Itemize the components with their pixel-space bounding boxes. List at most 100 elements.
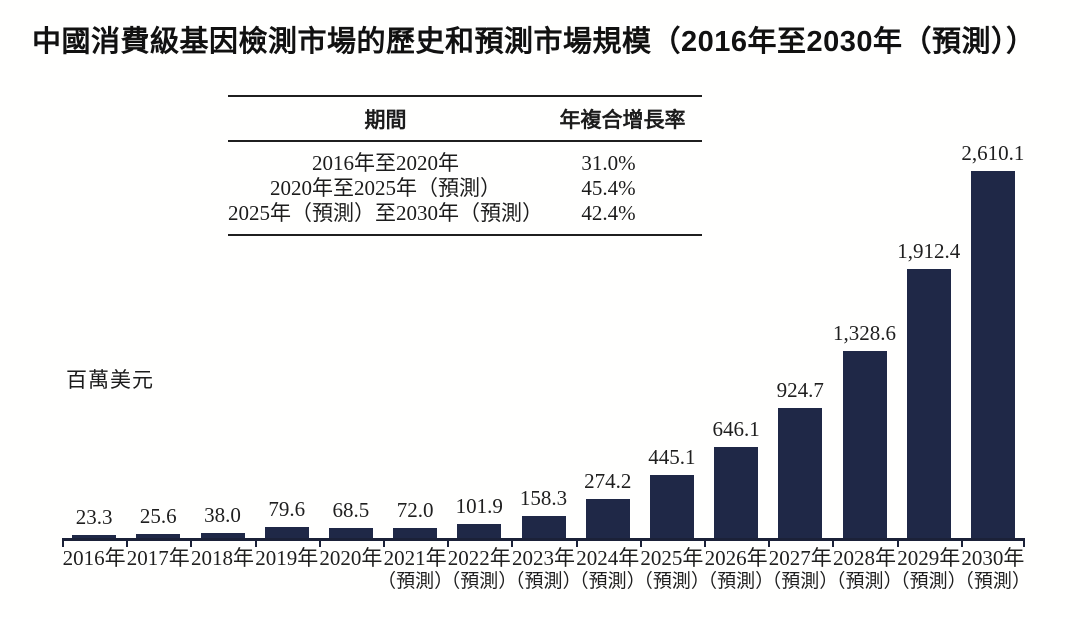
x-tick-forecast-note: （預測） <box>954 571 1031 592</box>
x-tick-forecast-note: （預測） <box>826 571 903 592</box>
period-cell: 2025年（預測）至2030年（預測） <box>228 201 543 225</box>
x-axis-tick-label: 2027年 （預測） <box>756 546 844 593</box>
x-axis-tick <box>768 538 771 547</box>
bar <box>136 534 181 538</box>
bar-value-label: 79.6 <box>268 496 306 521</box>
x-tick-year: 2027年 <box>768 546 832 570</box>
x-tick-year: 2017年 <box>126 546 190 570</box>
table-row: 2020年至2025年（預測） 45.4% <box>228 176 702 201</box>
x-axis-tick-label: 2025年 （預測） <box>628 546 716 593</box>
x-tick-forecast-note: （預測） <box>505 571 582 592</box>
x-tick-forecast-note: （預測） <box>698 571 775 592</box>
x-tick-year: 2018年 <box>190 546 254 570</box>
x-axis-tick <box>1023 538 1025 547</box>
x-axis-tick-label: 2029年 （預測） <box>885 546 973 593</box>
x-axis-tick-label: 2019年 <box>243 546 331 570</box>
bar <box>778 407 823 538</box>
x-tick-year: 2016年 <box>62 546 126 570</box>
x-tick-year: 2030年 <box>961 546 1025 570</box>
bar <box>521 515 566 538</box>
x-axis-tick-label: 2022年 （預測） <box>435 546 523 593</box>
cagr-table: 期間 年複合增長率 2016年至2020年 31.0% 2020年至2025年（… <box>228 95 702 236</box>
bar-value-label: 2,610.1 <box>961 141 1025 165</box>
x-axis-tick <box>704 538 706 547</box>
bar-value-label: 38.0 <box>204 502 241 527</box>
x-axis-tick <box>511 538 514 547</box>
x-tick-forecast-note: （預測） <box>762 571 839 592</box>
bar <box>714 447 759 538</box>
bar-value-label: 25.6 <box>139 504 177 529</box>
period-cell: 2020年至2025年（預測） <box>270 176 501 200</box>
x-tick-forecast-note: （預測） <box>633 571 710 592</box>
bar-value-label: 1,912.4 <box>897 239 961 264</box>
bar <box>72 534 117 538</box>
cagr-table-body: 2016年至2020年 31.0% 2020年至2025年（預測） 45.4% … <box>228 142 702 234</box>
x-axis-tick <box>960 538 963 547</box>
bar-value-label: 68.5 <box>332 498 370 523</box>
x-axis-tick-label: 2020年 <box>307 546 395 570</box>
bar-value-label: 1,328.6 <box>832 321 896 346</box>
bar <box>649 475 694 538</box>
x-tick-year: 2020年 <box>319 546 383 570</box>
bar <box>200 532 245 538</box>
x-axis-tick <box>896 538 899 547</box>
table-header-period: 期間 <box>364 108 407 132</box>
table-header-cagr: 年複合增長率 <box>559 108 686 132</box>
cagr-cell: 31.0% <box>581 151 636 175</box>
x-axis-line <box>62 538 1025 541</box>
x-axis-tick-label: 2021年 （預測） <box>371 546 459 593</box>
x-axis-tick <box>639 538 642 547</box>
x-axis-tick <box>318 538 321 547</box>
bar-value-label: 72.0 <box>396 497 434 522</box>
x-tick-year: 2028年 <box>832 546 896 570</box>
bar-value-label: 924.7 <box>776 377 824 402</box>
x-axis-tick-label: 2017年 <box>114 546 202 570</box>
x-axis-tick-label: 2028年 （預測） <box>820 546 908 593</box>
x-tick-year: 2019年 <box>255 546 319 570</box>
x-axis-tick-label: 2026年 （預測） <box>692 546 780 593</box>
bar <box>585 499 630 538</box>
x-tick-forecast-note: （預測） <box>890 571 967 592</box>
bar <box>328 528 373 538</box>
x-tick-year: 2021年 <box>383 546 447 570</box>
x-axis-tick-label: 2024年 （預測） <box>564 546 652 593</box>
bar <box>393 527 438 538</box>
x-tick-year: 2022年 <box>447 546 511 570</box>
bar <box>970 171 1015 538</box>
bar-value-label: 274.2 <box>584 469 632 494</box>
cagr-table-header: 期間 年複合增長率 <box>228 97 702 142</box>
x-tick-forecast-note: （預測） <box>377 571 454 592</box>
x-tick-year: 2024年 <box>576 546 640 570</box>
table-row: 2016年至2020年 31.0% <box>228 151 702 176</box>
x-axis-tick-label: 2018年 <box>178 546 266 570</box>
x-axis-tick-label: 2023年 （預測） <box>499 546 587 593</box>
x-axis-tick <box>254 538 257 547</box>
x-tick-year: 2029年 <box>897 546 961 570</box>
cagr-cell: 45.4% <box>581 176 636 200</box>
x-axis-tick-label: 2016年 <box>50 546 138 570</box>
bar <box>906 269 951 538</box>
bar <box>842 351 887 538</box>
x-axis-tick <box>62 538 64 547</box>
x-axis-tick <box>575 538 578 547</box>
x-tick-forecast-note: （預測） <box>569 571 646 592</box>
x-tick-year: 2026年 <box>704 546 768 570</box>
bar-value-label: 158.3 <box>519 485 568 510</box>
x-axis-tick <box>447 538 450 547</box>
x-axis-tick <box>832 538 835 547</box>
bar-value-label: 23.3 <box>75 504 113 529</box>
x-axis-tick <box>126 538 129 547</box>
bar <box>264 526 309 538</box>
bar-value-label: 445.1 <box>648 445 696 470</box>
x-axis-tick <box>190 538 193 547</box>
table-row: 2025年（預測）至2030年（預測） 42.4% <box>228 201 702 226</box>
cagr-cell: 42.4% <box>581 201 636 225</box>
bar-value-label: 101.9 <box>455 493 503 518</box>
bar-value-label: 646.1 <box>712 417 760 442</box>
x-tick-year: 2025年 <box>640 546 704 570</box>
bar <box>457 523 502 538</box>
chart-title: 中國消費級基因檢測市場的歷史和預測市場規模（2016年至2030年（預測）） <box>32 26 1036 58</box>
y-axis-unit-label: 百萬美元 <box>66 368 154 392</box>
